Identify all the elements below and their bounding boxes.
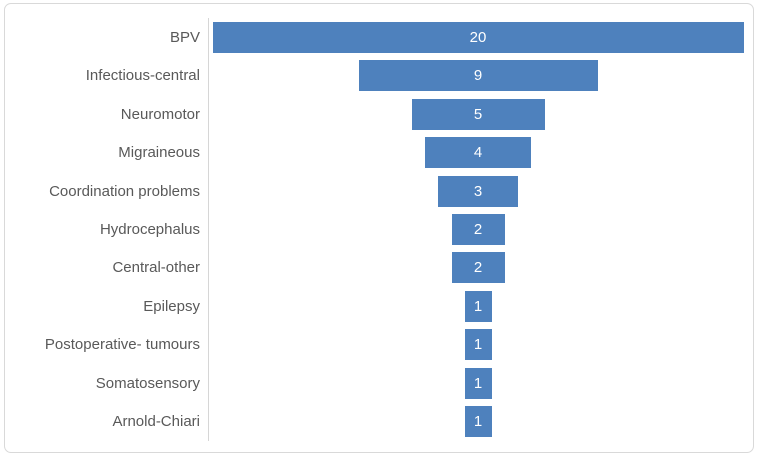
funnel-bar: 1 [464,290,492,322]
value-label: 1 [473,413,483,431]
bar-area: 5 [208,94,747,134]
category-label: BPV [169,28,200,46]
funnel-row: Neuromotor 5 [5,94,753,134]
bar-area: 1 [208,287,747,326]
funnel-row: Coordination problems 3 [5,171,753,211]
category-label: Arnold-Chiari [112,413,200,431]
category-label: Central-other [112,259,200,277]
bar-area: 1 [208,325,747,365]
category-label: Infectious-central [85,67,200,85]
funnel-bar: 2 [451,252,505,284]
bar-area: 20 [208,18,747,57]
bar-area: 4 [208,133,747,172]
funnel-row: BPV 20 [5,18,753,57]
funnel-bar: 2 [451,213,505,245]
bar-area: 2 [208,210,747,249]
funnel-row: Somatosensory 1 [5,364,753,403]
category-label: Coordination problems [49,182,200,200]
funnel-row: Infectious-central 9 [5,56,753,95]
funnel-row: Epilepsy 1 [5,287,753,326]
category-label: Migraineous [118,144,200,162]
funnel-row: Migraineous 4 [5,133,753,172]
value-label: 1 [473,336,483,354]
funnel-bar: 1 [464,367,492,399]
bar-area: 1 [208,402,747,441]
funnel-bar: 5 [411,98,545,130]
bar-area: 1 [208,364,747,403]
value-label: 5 [473,105,483,123]
value-label: 20 [469,28,487,46]
funnel-row: Arnold-Chiari 1 [5,402,753,441]
category-label: Hydrocephalus [99,220,200,238]
value-label: 2 [473,220,483,238]
bar-area: 2 [208,248,747,288]
category-label: Somatosensory [95,374,200,392]
funnel-row: Hydrocephalus 2 [5,210,753,249]
funnel-bar: 20 [212,21,744,53]
category-label: Epilepsy [143,297,200,315]
value-label: 9 [473,67,483,85]
funnel-bar: 4 [425,137,531,169]
funnel-bar: 1 [464,406,492,438]
plot-area: BPV 20 Infectious-central 9 Neuromotor 5 Migra… [5,18,753,441]
value-label: 4 [473,144,483,162]
category-label: Postoperative- tumours [44,336,200,354]
funnel-row: Central-other 2 [5,248,753,288]
funnel-row: Postoperative- tumours 1 [5,325,753,365]
bar-area: 3 [208,171,747,211]
funnel-bar: 3 [438,175,518,207]
value-label: 2 [473,259,483,277]
value-label: 3 [473,182,483,200]
funnel-bar: 1 [464,329,492,361]
bar-area: 9 [208,56,747,95]
value-label: 1 [473,297,483,315]
funnel-bar: 9 [358,60,598,92]
value-label: 1 [473,374,483,392]
category-label: Neuromotor [120,105,200,123]
funnel-chart-frame: BPV 20 Infectious-central 9 Neuromotor 5 Migra… [4,3,754,453]
